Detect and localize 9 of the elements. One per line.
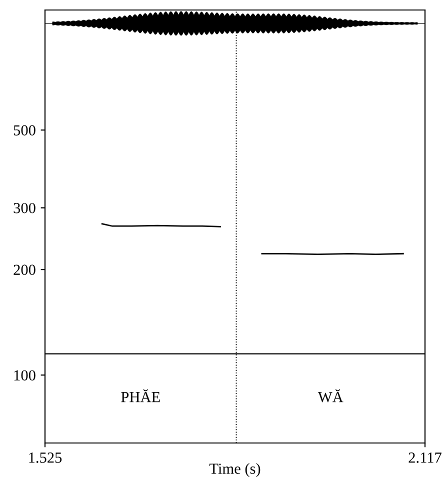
y-tick-label: 100 — [14, 370, 36, 381]
x-axis-title: Time (s) — [209, 463, 260, 477]
y-tick-label: 500 — [14, 125, 36, 136]
y-tick-label: 200 — [14, 264, 36, 275]
x-tick-label: 2.117 — [408, 452, 442, 463]
annotation: WĂ — [318, 389, 344, 402]
x-tick-label: 1.525 — [29, 452, 62, 463]
annotation: PHĂE — [121, 389, 160, 402]
y-tick-label: 300 — [14, 202, 36, 214]
